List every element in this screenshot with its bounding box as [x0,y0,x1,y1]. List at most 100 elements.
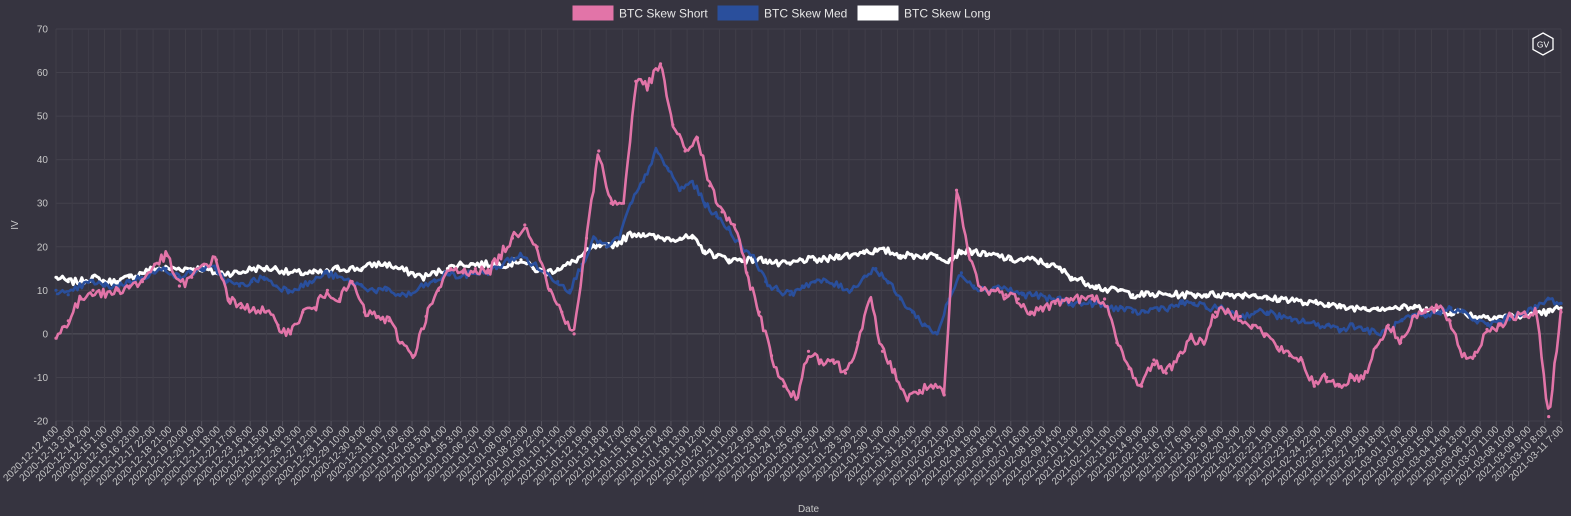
data-point [127,280,131,284]
data-point [1070,301,1074,305]
data-point [1216,293,1220,297]
data-point [776,288,780,292]
data-point [715,253,719,258]
data-point [898,253,902,258]
data-point [690,179,694,183]
data-point [1339,327,1343,332]
data-point [103,284,107,288]
data-point [1423,310,1427,314]
y-tick-label: 40 [37,155,49,166]
data-point [1400,306,1404,310]
data-point [634,79,638,83]
data-point [1214,310,1218,314]
data-point [547,288,552,292]
data-point [1180,301,1184,305]
data-point [251,306,255,310]
data-point [556,267,560,271]
legend[interactable]: BTC Skew Short BTC Skew Med BTC Skew Long [572,5,991,21]
series-line-0 [54,63,1563,410]
data-point [482,262,486,266]
data-point [91,280,95,284]
data-point [1201,341,1205,345]
data-point [189,267,193,271]
data-point [152,271,156,275]
data-point [1375,332,1380,336]
data-point [1143,293,1147,297]
legend-item[interactable]: BTC Skew Long [857,5,991,21]
data-point [360,267,364,271]
data-point [862,249,866,253]
data-point [1070,275,1074,279]
legend-swatch [572,5,614,21]
data-point [1290,319,1294,323]
legend-label: BTC Skew Med [764,7,847,21]
data-point [274,267,278,271]
data-point [1559,301,1563,305]
data-point [917,388,922,393]
data-point [54,336,58,340]
data-point [1275,345,1279,349]
data-point [1411,314,1415,319]
data-point [66,280,70,284]
data-point [323,271,327,275]
data-point [140,280,144,284]
data-point [621,201,626,205]
data-point [1547,310,1551,314]
data-point [262,267,266,271]
data-point [1351,306,1355,310]
data-point [409,271,413,275]
data-point [572,332,576,336]
data-point [470,262,474,266]
data-point [1189,336,1193,340]
data-point [580,253,584,258]
data-point [991,288,996,292]
data-point [605,245,609,249]
data-point [1082,301,1086,305]
data-point [1351,323,1355,327]
data-point [66,293,70,297]
data-point [127,275,131,279]
data-point [372,288,376,292]
data-point [641,179,645,183]
data-point [1053,301,1057,305]
legend-item[interactable]: BTC Skew Short [572,5,708,21]
x-axis-title: Date [798,504,820,515]
data-point [1362,375,1366,379]
data-point [560,310,564,314]
data-point [360,284,364,288]
data-point [1300,358,1304,362]
data-point [984,253,988,258]
data-point [788,262,792,266]
data-point [202,262,206,266]
data-point [959,271,964,275]
data-point [523,223,527,227]
data-point [849,253,853,258]
data-point [237,271,242,275]
data-point [1497,323,1501,327]
data-point [1008,258,1013,262]
data-point [874,249,878,253]
data-point [494,267,499,271]
data-point [1253,293,1257,297]
data-point [276,323,280,327]
legend-item[interactable]: BTC Skew Med [717,5,847,21]
data-point [1033,258,1037,262]
data-point [1375,306,1380,310]
y-axis-title: IV [10,220,21,230]
data-point [1180,293,1184,297]
data-point [213,267,217,271]
data-point [286,271,291,275]
data-point [678,188,682,192]
data-point [819,358,823,362]
data-point [510,236,514,240]
data-point [1486,314,1490,319]
data-point [409,293,413,297]
data-point [461,271,465,275]
data-point [1337,384,1341,388]
data-point [299,271,303,275]
y-tick-label: 10 [37,286,49,297]
legend-swatch [717,5,759,21]
data-point [262,275,266,279]
data-point [201,267,205,271]
